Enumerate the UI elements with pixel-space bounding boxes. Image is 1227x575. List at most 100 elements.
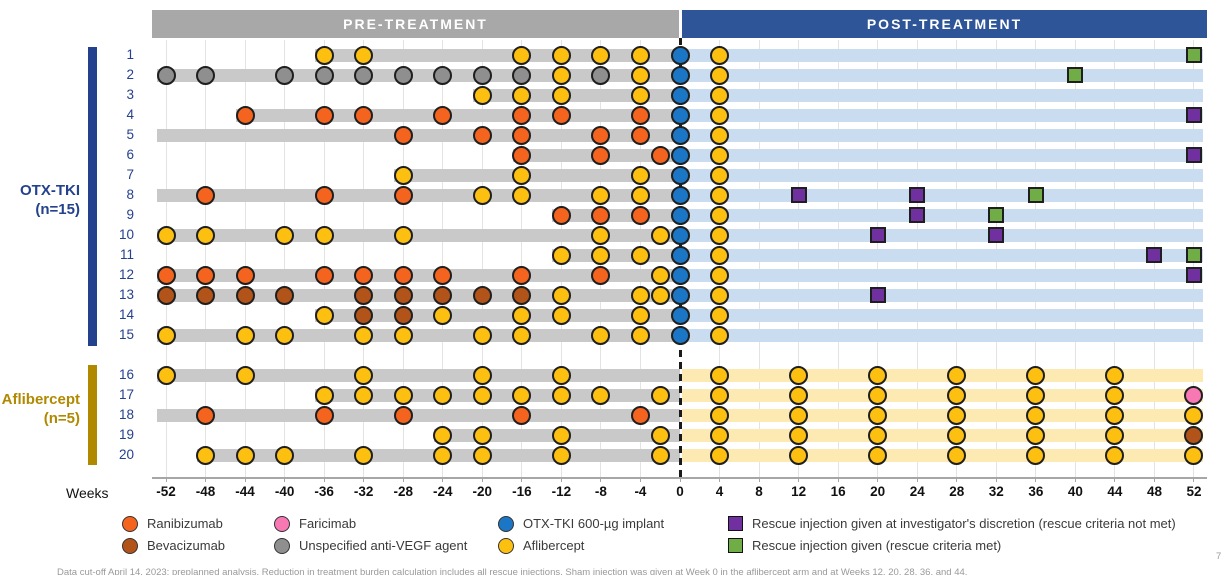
legend-label: Ranibizumab bbox=[147, 516, 223, 531]
marker-rescue-discretion bbox=[909, 187, 926, 203]
marker-aflibercept bbox=[433, 305, 453, 325]
marker-aflibercept bbox=[591, 45, 611, 65]
patient-row-number-18: 18 bbox=[118, 406, 134, 422]
axis-tick-label-week-40: 40 bbox=[1067, 484, 1083, 499]
marker-aflibercept bbox=[472, 365, 492, 385]
marker-ranibizumab bbox=[196, 265, 216, 285]
marker-aflibercept bbox=[512, 325, 532, 345]
marker-ranibizumab bbox=[512, 405, 532, 425]
axis-tick-label-week--44: -44 bbox=[235, 484, 255, 499]
marker-otx-tki bbox=[670, 65, 690, 85]
post-treatment-band-row-17 bbox=[682, 388, 1203, 402]
marker-ranibizumab bbox=[314, 265, 334, 285]
axis-tick-week-0 bbox=[679, 477, 681, 482]
marker-aflibercept bbox=[710, 45, 730, 65]
patient-row-number-3: 3 bbox=[126, 86, 134, 102]
marker-ranibizumab bbox=[630, 405, 650, 425]
marker-aflibercept bbox=[710, 385, 730, 405]
gridline-week--20 bbox=[481, 40, 483, 478]
marker-aflibercept bbox=[196, 225, 216, 245]
marker-aflibercept bbox=[551, 65, 571, 85]
legend-otx-tki-swatch-icon bbox=[498, 515, 514, 532]
marker-aflibercept bbox=[630, 45, 650, 65]
patient-row-number-9: 9 bbox=[126, 206, 134, 222]
marker-aflibercept bbox=[1105, 365, 1125, 385]
marker-unspecified bbox=[156, 65, 176, 85]
marker-ranibizumab bbox=[512, 145, 532, 165]
marker-rescue-met bbox=[1185, 47, 1202, 63]
marker-aflibercept bbox=[710, 145, 730, 165]
axis-tick-label-week-24: 24 bbox=[909, 484, 925, 499]
marker-aflibercept bbox=[156, 225, 176, 245]
marker-aflibercept bbox=[630, 325, 650, 345]
axis-tick-label-week--28: -28 bbox=[393, 484, 413, 499]
marker-unspecified bbox=[512, 65, 532, 85]
marker-aflibercept bbox=[314, 385, 334, 405]
marker-aflibercept bbox=[354, 325, 374, 345]
marker-aflibercept bbox=[710, 265, 730, 285]
axis-tick-label-week--4: -4 bbox=[634, 484, 647, 499]
marker-rescue-discretion bbox=[869, 227, 886, 243]
post-treatment-band-row-7 bbox=[682, 168, 1203, 182]
marker-unspecified bbox=[196, 65, 216, 85]
marker-bevacizumab bbox=[472, 285, 492, 305]
post-treatment-band-row-14 bbox=[682, 308, 1203, 322]
marker-aflibercept bbox=[275, 225, 295, 245]
axis-tick-week--24 bbox=[442, 477, 444, 482]
marker-aflibercept bbox=[472, 325, 492, 345]
legend-item-otx-tki: OTX-TKI 600-µg implant bbox=[498, 515, 664, 532]
marker-aflibercept bbox=[393, 325, 413, 345]
marker-aflibercept bbox=[630, 245, 650, 265]
marker-aflibercept bbox=[1184, 405, 1204, 425]
otx-tki-group-n: (n=15) bbox=[35, 201, 80, 218]
marker-aflibercept bbox=[196, 445, 216, 465]
axis-tick-week--20 bbox=[481, 477, 483, 482]
pre-treatment-bar-row-8 bbox=[157, 188, 680, 202]
pre-treatment-header: PRE-TREATMENT bbox=[152, 10, 679, 38]
marker-aflibercept bbox=[235, 325, 255, 345]
axis-tick-week-20 bbox=[877, 477, 879, 482]
marker-ranibizumab bbox=[551, 205, 571, 225]
axis-tick-week-24 bbox=[916, 477, 918, 482]
marker-aflibercept bbox=[630, 65, 650, 85]
marker-aflibercept bbox=[235, 365, 255, 385]
marker-aflibercept bbox=[789, 445, 809, 465]
marker-bevacizumab bbox=[433, 285, 453, 305]
marker-aflibercept bbox=[354, 365, 374, 385]
axis-tick-label-week--40: -40 bbox=[274, 484, 295, 499]
marker-aflibercept bbox=[947, 445, 967, 465]
post-treatment-band-row-20 bbox=[682, 448, 1203, 462]
marker-rescue-met bbox=[1027, 187, 1044, 203]
gridline-week--44 bbox=[244, 40, 246, 478]
patient-row-number-12: 12 bbox=[118, 266, 134, 282]
marker-aflibercept bbox=[354, 445, 374, 465]
marker-otx-tki bbox=[670, 325, 690, 345]
marker-rescue-met bbox=[1067, 67, 1084, 83]
legend-rescue-discretion-swatch-icon bbox=[728, 516, 743, 531]
gridline-week--28 bbox=[402, 40, 404, 478]
axis-tick-label-week-48: 48 bbox=[1146, 484, 1162, 499]
marker-aflibercept bbox=[512, 85, 532, 105]
aflibercept-group-bar bbox=[88, 365, 97, 465]
marker-aflibercept bbox=[630, 185, 650, 205]
marker-ranibizumab bbox=[650, 145, 670, 165]
otx-tki-group-name: OTX-TKI bbox=[20, 182, 80, 199]
marker-rescue-discretion bbox=[869, 287, 886, 303]
marker-bevacizumab bbox=[393, 285, 413, 305]
gridline-week--36 bbox=[323, 40, 325, 478]
marker-otx-tki bbox=[670, 165, 690, 185]
legend-item-ranibizumab: Ranibizumab bbox=[122, 515, 223, 532]
axis-tick-week-36 bbox=[1035, 477, 1037, 482]
axis-tick-label-week-32: 32 bbox=[988, 484, 1004, 499]
marker-bevacizumab bbox=[354, 285, 374, 305]
marker-rescue-discretion bbox=[1146, 247, 1163, 263]
legend-aflibercept-swatch-icon bbox=[498, 537, 514, 554]
marker-aflibercept bbox=[710, 305, 730, 325]
patient-row-number-1: 1 bbox=[126, 46, 134, 62]
post-treatment-band-row-3 bbox=[682, 88, 1203, 102]
marker-aflibercept bbox=[868, 365, 888, 385]
marker-aflibercept bbox=[947, 425, 967, 445]
marker-aflibercept bbox=[710, 405, 730, 425]
pre-treatment-bar-row-7 bbox=[394, 168, 680, 182]
